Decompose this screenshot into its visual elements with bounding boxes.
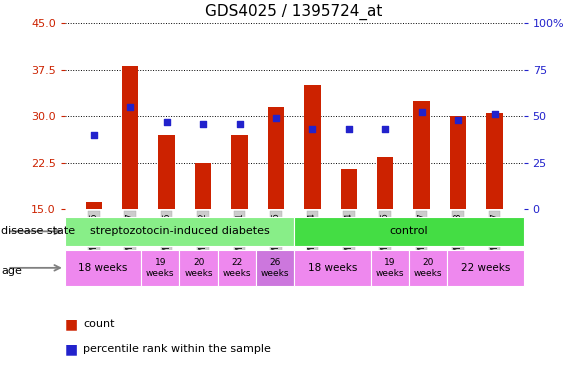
Text: 20
weeks: 20 weeks: [184, 258, 213, 278]
Point: [417, 109, 426, 116]
Text: ■: ■: [65, 318, 78, 331]
Text: 22 weeks: 22 weeks: [461, 263, 510, 273]
Bar: [218, 250, 256, 286]
Bar: [65, 217, 294, 246]
Text: control: control: [390, 226, 428, 237]
Bar: [413, 101, 430, 209]
Text: 19
weeks: 19 weeks: [376, 258, 404, 278]
Point: [381, 126, 390, 132]
Bar: [450, 116, 466, 209]
Bar: [256, 250, 294, 286]
Bar: [377, 157, 394, 209]
Point: [235, 121, 244, 127]
Bar: [486, 113, 503, 209]
Text: 22
weeks: 22 weeks: [222, 258, 251, 278]
Bar: [294, 217, 524, 246]
Text: age: age: [1, 266, 22, 276]
Text: disease state: disease state: [1, 226, 75, 236]
Bar: [195, 163, 211, 209]
Bar: [180, 250, 218, 286]
Point: [126, 104, 135, 110]
Text: 18 weeks: 18 weeks: [308, 263, 357, 273]
Bar: [304, 85, 320, 209]
Point: [490, 111, 499, 118]
Point: [199, 121, 208, 127]
Bar: [65, 250, 141, 286]
Point: [271, 115, 280, 121]
Bar: [268, 107, 284, 209]
Point: [162, 119, 171, 125]
Text: 20
weeks: 20 weeks: [414, 258, 443, 278]
Point: [90, 132, 99, 138]
Point: [454, 117, 463, 123]
Text: streptozotocin-induced diabetes: streptozotocin-induced diabetes: [90, 226, 269, 237]
Text: 18 weeks: 18 weeks: [78, 263, 128, 273]
Bar: [294, 250, 370, 286]
Bar: [409, 250, 447, 286]
Point: [345, 126, 354, 132]
Bar: [231, 135, 248, 209]
Bar: [141, 250, 180, 286]
Bar: [370, 250, 409, 286]
Bar: [158, 135, 175, 209]
Bar: [341, 169, 357, 209]
Text: percentile rank within the sample: percentile rank within the sample: [83, 344, 271, 354]
Bar: [86, 202, 102, 209]
Text: 26
weeks: 26 weeks: [261, 258, 289, 278]
Text: 19
weeks: 19 weeks: [146, 258, 175, 278]
Bar: [447, 250, 524, 286]
Title: GDS4025 / 1395724_at: GDS4025 / 1395724_at: [205, 4, 383, 20]
Text: ■: ■: [65, 343, 78, 356]
Point: [308, 126, 317, 132]
Bar: [122, 66, 138, 209]
Text: count: count: [83, 319, 115, 329]
